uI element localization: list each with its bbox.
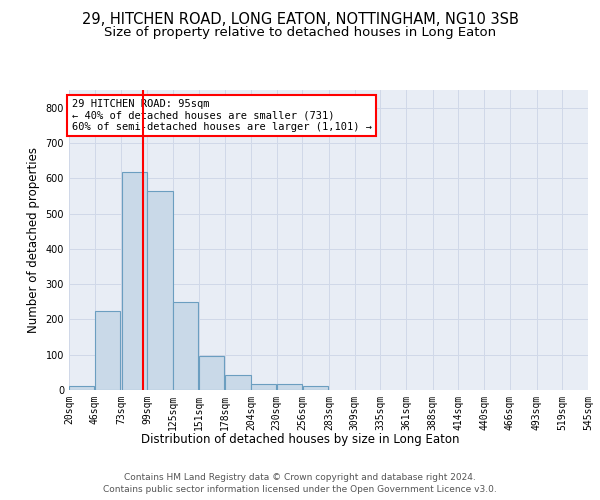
Text: 29 HITCHEN ROAD: 95sqm
← 40% of detached houses are smaller (731)
60% of semi-de: 29 HITCHEN ROAD: 95sqm ← 40% of detached…: [71, 99, 371, 132]
Text: Contains HM Land Registry data © Crown copyright and database right 2024.: Contains HM Land Registry data © Crown c…: [124, 472, 476, 482]
Text: Contains public sector information licensed under the Open Government Licence v3: Contains public sector information licen…: [103, 485, 497, 494]
Bar: [148, 190, 173, 390]
Bar: [226, 375, 251, 390]
Text: Size of property relative to detached houses in Long Eaton: Size of property relative to detached ho…: [104, 26, 496, 39]
Y-axis label: Number of detached properties: Number of detached properties: [27, 147, 40, 333]
Text: 29, HITCHEN ROAD, LONG EATON, NOTTINGHAM, NG10 3SB: 29, HITCHEN ROAD, LONG EATON, NOTTINGHAM…: [82, 12, 518, 28]
Bar: [277, 384, 302, 390]
Bar: [302, 386, 328, 390]
Bar: [199, 356, 224, 390]
Text: Distribution of detached houses by size in Long Eaton: Distribution of detached houses by size …: [141, 432, 459, 446]
Bar: [69, 386, 94, 390]
Bar: [251, 384, 277, 390]
Bar: [173, 302, 198, 390]
Bar: [95, 310, 120, 390]
Bar: [122, 172, 147, 390]
